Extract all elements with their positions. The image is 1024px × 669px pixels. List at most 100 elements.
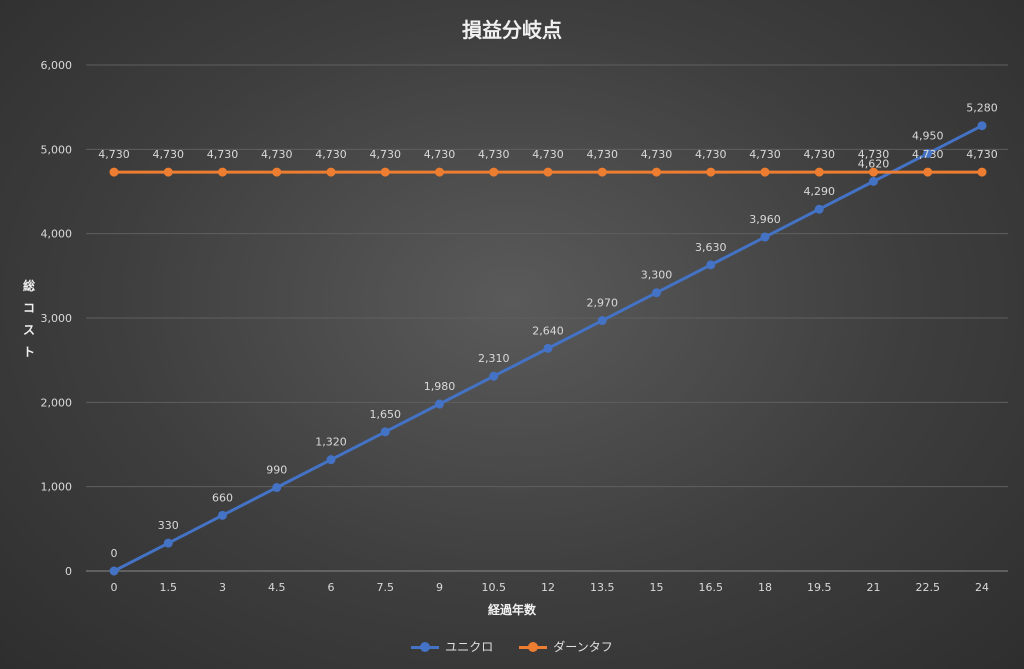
data-point	[380, 167, 390, 177]
data-label: 1,980	[424, 380, 456, 393]
data-label: 5,280	[966, 102, 998, 115]
x-tick-label: 1.5	[160, 581, 178, 594]
data-point	[163, 538, 173, 548]
legend-marker-darntough	[519, 641, 548, 653]
data-point	[109, 566, 119, 576]
data-point	[326, 455, 336, 465]
chart-title: 損益分岐点	[462, 18, 562, 42]
data-point	[977, 121, 987, 131]
data-point	[543, 167, 553, 177]
legend-item-darntough[interactable]: ダーンタフ	[519, 638, 613, 655]
x-tick-label: 15	[650, 581, 664, 594]
data-label: 1,320	[315, 436, 347, 449]
data-point	[218, 167, 227, 177]
y-tick-label: 3,000	[41, 312, 73, 325]
x-tick-label: 24	[975, 581, 989, 594]
data-point	[923, 149, 933, 159]
data-label: 4,730	[478, 148, 510, 161]
legend-item-uniqlo[interactable]: ユニクロ	[411, 638, 493, 655]
data-point	[597, 316, 607, 326]
data-point	[435, 399, 444, 409]
data-point	[706, 167, 716, 177]
y-axis-label: 総コスト	[20, 275, 38, 363]
data-point	[272, 167, 282, 177]
data-label: 4,730	[370, 148, 402, 161]
data-label: 990	[266, 464, 287, 477]
data-label: 2,310	[478, 352, 510, 365]
data-point	[163, 167, 173, 177]
data-label: 4,730	[153, 148, 185, 161]
x-tick-label: 9	[436, 581, 443, 594]
x-tick-label: 7.5	[377, 581, 395, 594]
data-label: 4,730	[315, 148, 347, 161]
data-label: 3,630	[695, 241, 727, 254]
x-tick-label: 22.5	[916, 581, 941, 594]
data-label: 4,730	[749, 148, 781, 161]
legend: ユニクロ ダーンタフ	[0, 638, 1024, 655]
x-tick-label: 19.5	[807, 581, 832, 594]
data-label: 2,970	[587, 297, 619, 310]
x-tick-label: 6	[328, 581, 335, 594]
y-tick-label: 6,000	[41, 59, 73, 72]
data-label: 3,960	[749, 213, 781, 226]
data-label: 2,640	[532, 324, 564, 337]
data-point	[489, 167, 499, 177]
y-tick-label: 5,000	[41, 143, 73, 156]
data-label: 0	[111, 547, 118, 560]
data-label: 4,730	[532, 148, 564, 161]
y-tick-label: 4,000	[41, 228, 73, 241]
x-tick-label: 12	[541, 581, 555, 594]
data-label: 4,730	[858, 148, 890, 161]
data-label: 4,730	[424, 148, 456, 161]
x-tick-label: 4.5	[268, 581, 286, 594]
data-label: 4,290	[804, 185, 836, 198]
data-point	[380, 427, 390, 437]
x-tick-label: 3	[219, 581, 226, 594]
data-point	[597, 167, 607, 177]
y-tick-label: 0	[65, 565, 72, 578]
data-label: 4,620	[858, 157, 890, 170]
y-axis-label-char: コ	[22, 301, 35, 315]
data-point	[760, 167, 770, 177]
y-axis-label-char: ト	[22, 345, 35, 359]
data-label: 4,730	[912, 148, 944, 161]
legend-label-uniqlo: ユニクロ	[445, 640, 494, 654]
y-tick-label: 1,000	[41, 481, 73, 494]
data-point	[706, 260, 716, 270]
data-label: 4,730	[695, 148, 727, 161]
data-point	[652, 288, 661, 298]
data-label: 3,300	[641, 269, 673, 282]
data-point	[869, 167, 878, 177]
y-axis-label-char: 総	[22, 279, 35, 293]
data-label: 4,730	[641, 148, 673, 161]
legend-label-darntough: ダーンタフ	[553, 640, 613, 654]
data-label: 4,730	[261, 148, 293, 161]
x-tick-label: 16.5	[699, 581, 724, 594]
x-tick-label: 21	[867, 581, 881, 594]
data-label: 4,730	[804, 148, 836, 161]
data-point	[652, 167, 661, 177]
x-tick-label: 10.5	[482, 581, 507, 594]
x-axis-label: 経過年数	[487, 603, 536, 617]
data-label: 4,950	[912, 130, 944, 143]
x-tick-label: 0	[111, 581, 118, 594]
y-axis-label-char: ス	[22, 323, 35, 337]
data-label: 4,730	[98, 148, 130, 161]
data-label: 4,730	[207, 148, 239, 161]
y-tick-label: 2,000	[41, 396, 73, 409]
data-point	[218, 510, 227, 520]
data-point	[435, 167, 444, 177]
data-point	[977, 167, 987, 177]
x-tick-label: 13.5	[590, 581, 615, 594]
x-tick-label: 18	[758, 581, 772, 594]
data-point	[814, 167, 824, 177]
data-label: 4,730	[966, 148, 998, 161]
data-label: 330	[158, 519, 179, 532]
data-label: 4,730	[587, 148, 619, 161]
data-point	[814, 204, 824, 214]
data-point	[543, 343, 553, 353]
data-label: 1,650	[370, 408, 402, 421]
data-point	[489, 371, 499, 381]
data-point	[109, 167, 119, 177]
